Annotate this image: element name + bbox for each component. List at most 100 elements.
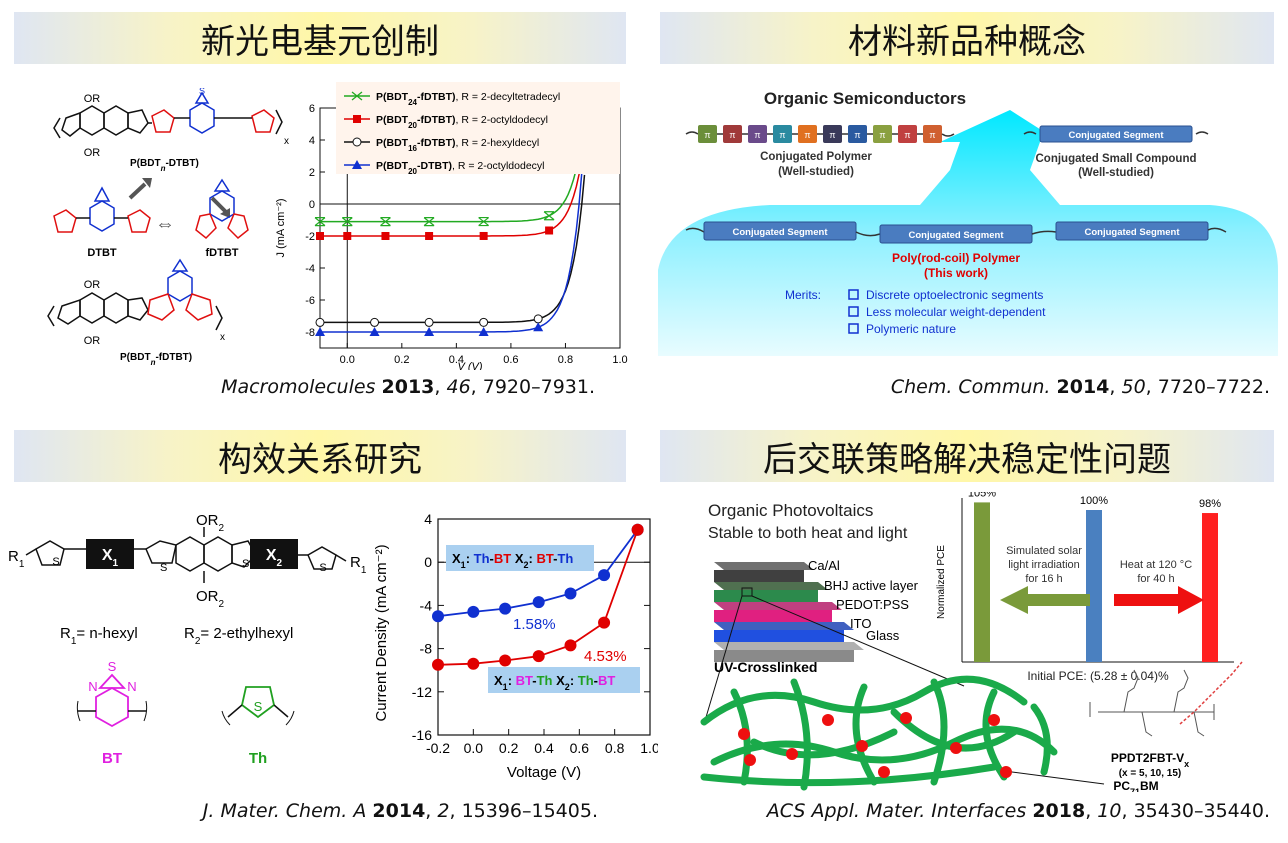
- y-tick-label: -6: [305, 295, 315, 307]
- heat-arrow: [1114, 586, 1204, 614]
- merits-label: Merits:: [785, 288, 821, 302]
- data-point: [341, 217, 353, 227]
- heat-label: for 40 h: [1137, 573, 1174, 585]
- conj-segment-box: [1039, 125, 1193, 143]
- tl-chemical-structures: OR OR S x P(BDTn-DTBT) ⇔ DTBT fDTBT: [47, 88, 289, 367]
- x-tick-label: 0.0: [340, 354, 355, 366]
- pce-bar-label: 98%: [1199, 498, 1221, 510]
- n-atom: N: [127, 679, 136, 694]
- pi-unit: [898, 125, 917, 143]
- fdtbt-label: fDTBT: [206, 247, 239, 259]
- y-tick-label: 4: [424, 511, 432, 527]
- pi-unit: [698, 125, 717, 143]
- data-point-red: [499, 654, 512, 667]
- data-point-red: [467, 657, 480, 670]
- pi-symbol: π: [754, 130, 760, 140]
- banner-structure-property: 构效关系研究: [14, 430, 626, 482]
- s-atom: S: [199, 88, 205, 96]
- data-point: [369, 327, 380, 336]
- s-atom: S: [254, 699, 263, 714]
- citation-jmca: J. Mater. Chem. A 2014, 2, 15396–15405.: [202, 800, 598, 822]
- y-axis-label: Current Density (mA cm⁻²): [373, 544, 390, 721]
- data-point: [545, 226, 554, 235]
- x-tick-label: 0.6: [570, 740, 590, 756]
- pce-blue-label: 1.58%: [513, 616, 556, 633]
- x-tick-label: 0.8: [558, 354, 573, 366]
- legend-background: [336, 82, 620, 174]
- legend-marker: [351, 91, 363, 101]
- data-point-blue: [432, 610, 444, 623]
- data-point: [425, 231, 434, 240]
- legend-box-red: [488, 667, 640, 693]
- n-atom: N: [88, 679, 97, 694]
- data-point: [316, 232, 324, 240]
- layer-label: PEDOT:PSS: [836, 597, 909, 612]
- rod-coil-label: Poly(rod-coil) Polymer: [892, 251, 1020, 265]
- series-box-1-label: X1: Th-BT X2: BT-Th: [452, 551, 573, 570]
- legend-marker: [352, 137, 362, 147]
- series-box-2-label: X1: BT-Th X2: Th-BT: [494, 673, 615, 692]
- chain-end: [941, 133, 955, 137]
- data-point: [343, 232, 352, 240]
- diagram-title: Organic Semiconductors: [764, 89, 966, 108]
- r1-label: R1: [350, 554, 367, 576]
- banner-new-material-concept: 材料新品种概念: [660, 12, 1274, 64]
- uv-crosslinked-label: UV-Crosslinked: [714, 659, 817, 675]
- pi-unit: [823, 125, 842, 143]
- dtbt-label: DTBT: [87, 247, 117, 259]
- y-tick-label: -8: [305, 327, 315, 339]
- x-tick-label: 1.0: [640, 740, 658, 756]
- r1-def: R1= n-hexyl: [60, 625, 138, 647]
- solar-label: light irradiation: [1008, 559, 1080, 571]
- conj-segment-label: Conjugated Segment: [1068, 130, 1164, 141]
- or-label: OR: [84, 147, 101, 159]
- pi-symbol: π: [779, 130, 785, 140]
- crosslinked-network: [700, 675, 1058, 791]
- data-point: [315, 317, 325, 327]
- pi-unit: [723, 125, 742, 143]
- conj-polymer-label: Conjugated Polymer: [760, 151, 872, 163]
- data-point-blue: [564, 587, 577, 600]
- citation-macromolecules: Macromolecules 2013, 46, 7920–7931.: [221, 376, 595, 398]
- well-studied-label: (Well-studied): [1078, 167, 1154, 179]
- x-values-label: (x = 5, 10, 15): [1119, 768, 1182, 779]
- y-tick-label: -2: [305, 231, 315, 243]
- p-fdtbt-label: P(BDTn-fDTBT): [120, 352, 192, 367]
- pce-bar-label: 105%: [968, 492, 996, 499]
- legend-label: P(BDT20-fDTBT), R = 2-octyldodecyl: [376, 114, 548, 130]
- s-atom: S: [319, 562, 326, 574]
- y-tick-label: 4: [309, 135, 315, 147]
- th-label: Th: [249, 750, 267, 767]
- conj-segment-label: Conjugated Segment: [1084, 227, 1180, 238]
- polymer-x-subscript: x: [220, 332, 225, 343]
- or2-label: OR2: [196, 588, 225, 610]
- y-axis-label: J (mA cm⁻²): [275, 199, 287, 258]
- s-atom: S: [108, 659, 117, 674]
- data-point: [478, 216, 490, 227]
- legend-label: P(BDT20-DTBT), R = 2-octyldodecyl: [376, 160, 545, 176]
- data-point-blue: [467, 605, 480, 618]
- x2-label: X2: [266, 547, 283, 569]
- device-stack: [714, 562, 864, 662]
- legend-label: P(BDT16-fDTBT), R = 2-hexyldecyl: [376, 137, 539, 153]
- conj-segment-label: Conjugated Segment: [732, 227, 828, 238]
- pce-bar: [974, 502, 990, 662]
- x1-block: [86, 539, 134, 569]
- pi-unit: [798, 125, 817, 143]
- y-tick-label: -8: [420, 641, 433, 657]
- data-point-red: [564, 639, 577, 652]
- well-studied-label: (Well-studied): [778, 166, 854, 178]
- initial-pce-label: Initial PCE: (5.28 ± 0.04)%: [1027, 669, 1169, 683]
- data-point-red: [598, 616, 611, 629]
- r2-def: R2= 2-ethylhexyl: [184, 625, 293, 647]
- x-tick-label: 1.0: [612, 354, 627, 366]
- polymer-x-subscript: x: [284, 136, 289, 147]
- or-label: OR: [84, 335, 101, 347]
- series-line-2: [320, 174, 586, 324]
- x-axis-label: Voltage (V): [507, 764, 581, 781]
- data-point: [533, 322, 544, 332]
- jv-chart-fdtbt: 6 4 2 0 -2 -4 -6 -8 0.0 0.2 0.4 0.6 0.8 1.0 P(BDT24-…: [275, 82, 628, 370]
- p-dtbt-label: P(BDTn-DTBT): [130, 158, 199, 173]
- data-point: [381, 231, 390, 240]
- x-tick-label: 0.4: [449, 354, 464, 366]
